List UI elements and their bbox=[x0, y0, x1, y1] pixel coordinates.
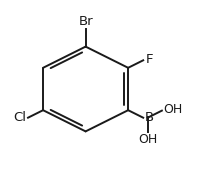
Text: Cl: Cl bbox=[13, 111, 26, 124]
Text: OH: OH bbox=[138, 133, 157, 146]
Text: OH: OH bbox=[163, 103, 182, 116]
Text: B: B bbox=[145, 111, 154, 124]
Text: F: F bbox=[146, 53, 153, 66]
Text: Br: Br bbox=[78, 15, 93, 28]
